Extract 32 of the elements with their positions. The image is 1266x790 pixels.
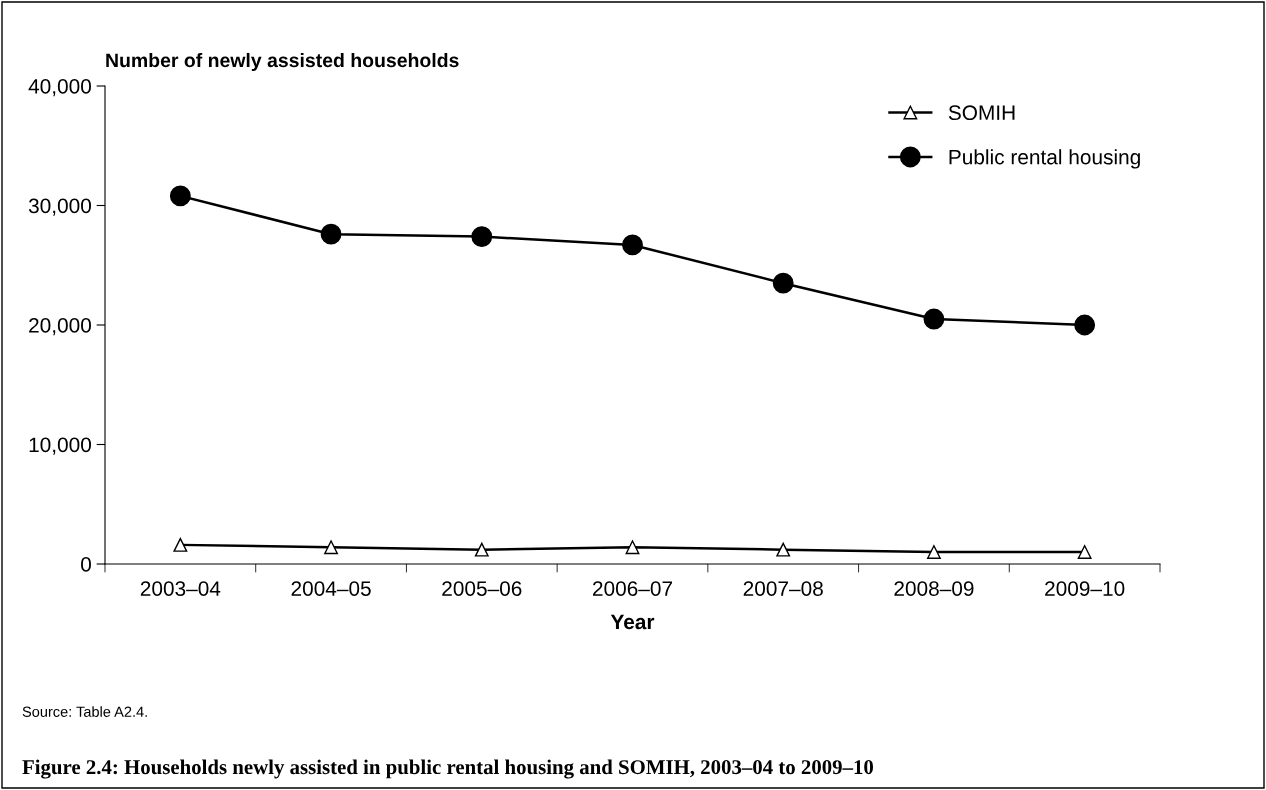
- y-tick-label: 40,000: [28, 79, 91, 97]
- x-tick-label: 2003–04: [140, 581, 221, 596]
- point: [173, 537, 188, 552]
- point: [324, 540, 339, 555]
- x-tick-label: 2009–10: [1045, 581, 1125, 596]
- y-axis-title: Number of newly assisted households: [106, 52, 459, 72]
- point: [1077, 545, 1092, 559]
- legend-label: Public rental housing: [949, 149, 1140, 169]
- legend-label: SOMIH: [948, 105, 1015, 121]
- point: [625, 540, 640, 555]
- point: [772, 272, 794, 294]
- y-tick-label: 0: [81, 557, 91, 572]
- point: [471, 226, 493, 247]
- point: [622, 234, 643, 256]
- y-tick-label: 10,000: [29, 437, 91, 455]
- point: [169, 185, 191, 207]
- x-tick-label: 2005–06: [442, 581, 522, 596]
- point: [320, 223, 342, 245]
- x-tick-label: 2006–07: [593, 581, 673, 596]
- point: [474, 542, 489, 557]
- x-tick-label: 2008–09: [894, 581, 974, 596]
- text: Figure 2.4: Households newly assisted in public rental housing and SOMIH, 2003–04 to 2009–10: [22, 759, 874, 779]
- point: [923, 308, 945, 330]
- x-tick-label: 2004–05: [291, 581, 371, 596]
- point: [1074, 314, 1096, 336]
- x-tick-label: 2007–08: [743, 581, 823, 596]
- point: [926, 545, 941, 559]
- y-tick-label: 30,000: [28, 198, 91, 216]
- x-axis-title: Year: [610, 614, 655, 630]
- source-note: Source: Table A2.4.: [22, 706, 147, 717]
- y-tick-label: 20,000: [29, 318, 91, 336]
- point: [776, 542, 791, 557]
